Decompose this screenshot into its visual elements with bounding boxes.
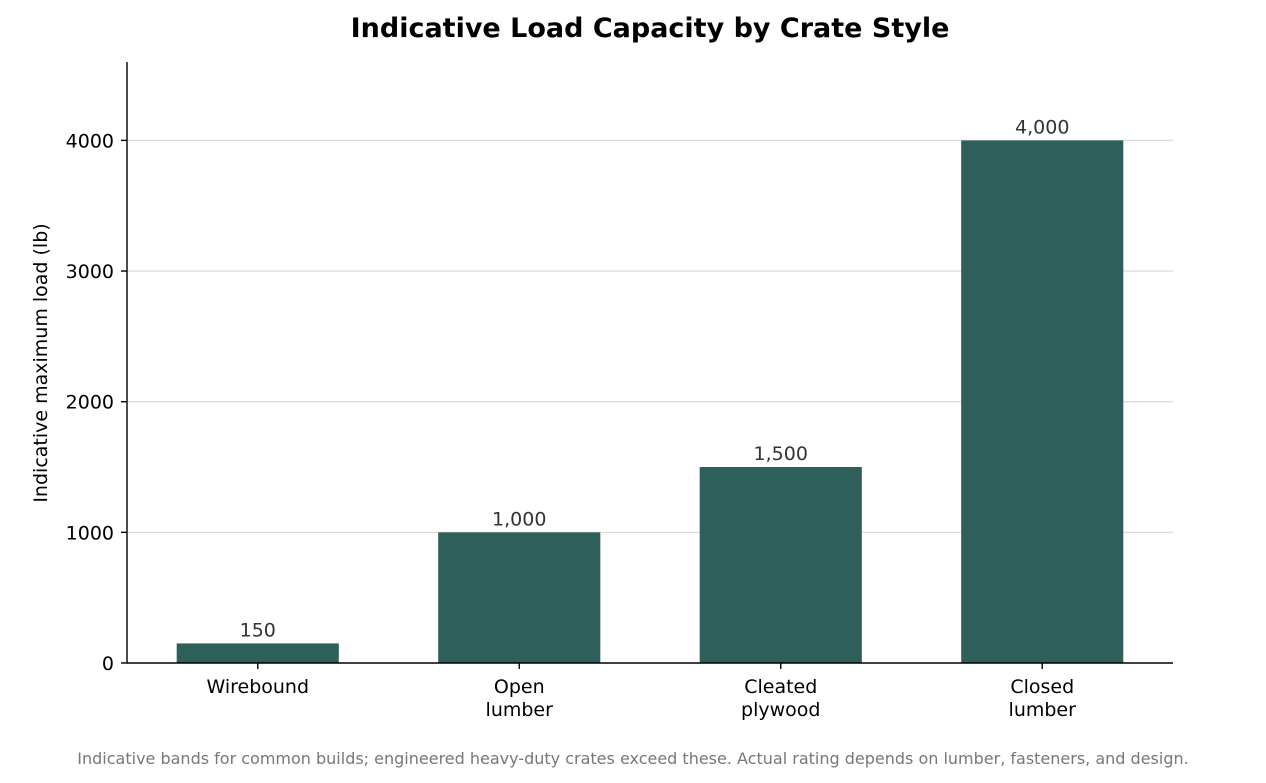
x-tick-label: Closed lumber xyxy=(1009,676,1077,721)
y-tick-label: 0 xyxy=(102,653,114,675)
data-label: 150 xyxy=(240,619,276,641)
y-axis-label: Indicative maximum load (lb) xyxy=(30,223,52,502)
bar xyxy=(699,467,862,663)
y-ticks: 0 1000 2000 3000 4000 xyxy=(66,130,127,675)
data-label: 1,000 xyxy=(492,508,546,530)
x-ticks: Wirebound Open lumber Cleated plywood Closed l… xyxy=(206,663,1076,721)
chart-title: Indicative Load Capacity by Crate Style xyxy=(351,13,950,44)
x-tick-label: Wirebound xyxy=(206,676,309,698)
y-tick-label: 3000 xyxy=(66,261,114,283)
x-tick-label: Open lumber xyxy=(486,676,554,721)
bar xyxy=(176,643,339,663)
bar xyxy=(961,140,1124,664)
data-label: 4,000 xyxy=(1015,116,1069,138)
bars: 150 1,000 1,500 4,000 xyxy=(176,116,1124,664)
y-tick-label: 2000 xyxy=(66,392,114,414)
bar xyxy=(438,532,601,663)
x-tick-label: Cleated plywood xyxy=(741,676,820,721)
data-label: 1,500 xyxy=(754,443,808,465)
footnote: Indicative bands for common builds; engi… xyxy=(77,749,1188,768)
y-tick-label: 4000 xyxy=(66,130,114,152)
y-tick-label: 1000 xyxy=(66,522,114,544)
